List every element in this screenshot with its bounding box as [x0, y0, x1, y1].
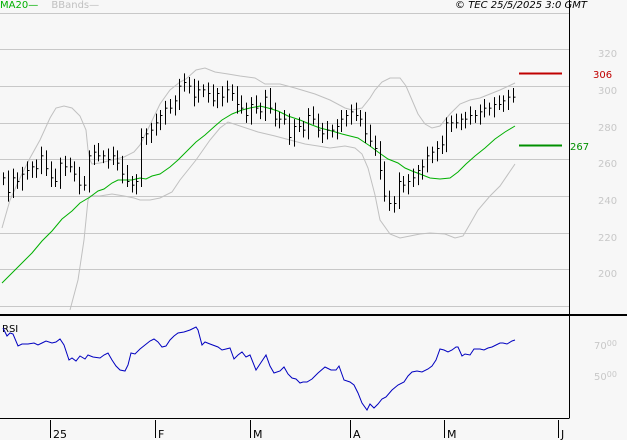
price-tick-260: 260	[598, 159, 617, 170]
rsi-line	[2, 326, 516, 411]
x-tick-25: 25	[53, 428, 67, 440]
legend-ma20-swatch: —	[28, 0, 39, 11]
bbands-upper	[1, 67, 516, 229]
chart-legend: MA20— BBands—	[0, 0, 99, 12]
x-tick-mar: M	[253, 428, 263, 440]
price-tick-320: 320	[598, 49, 617, 60]
price-tick-240: 240	[598, 196, 617, 207]
x-tick-apr: A	[353, 428, 361, 440]
support-label: 267	[570, 142, 589, 153]
legend-bbands-label: BBands	[51, 0, 90, 11]
x-axis	[50, 420, 559, 438]
price-axis-labels: 320 300 280 260 240 220 200	[598, 49, 617, 280]
ohlc-bars	[3, 73, 516, 213]
rsi-tick-70: 7000	[594, 339, 617, 352]
price-gridlines	[0, 13, 569, 307]
bbands-lower	[69, 121, 516, 311]
bollinger-bands	[1, 67, 516, 311]
x-tick-jun: J	[560, 428, 564, 440]
rsi-label: RSI	[2, 324, 18, 335]
copyright-notice: © TEC 25/5/2025 3:0 GMT	[455, 0, 587, 11]
resistance-label: 306	[593, 70, 612, 81]
legend-bbands-swatch: —	[89, 0, 100, 11]
rsi-tick-50: 5000	[594, 370, 617, 383]
price-tick-200: 200	[598, 269, 617, 280]
x-tick-may: M	[447, 428, 457, 440]
legend-bbands: BBands—	[51, 0, 99, 11]
x-tick-feb: F	[158, 428, 164, 440]
price-tick-280: 280	[598, 123, 617, 134]
price-tick-300: 300	[598, 86, 617, 97]
legend-ma20: MA20—	[0, 0, 38, 11]
x-axis-labels: 25 F M A M J	[53, 428, 564, 440]
rsi-axis-labels: 7000 5000	[594, 339, 617, 383]
legend-ma20-label: MA20	[0, 0, 29, 11]
price-tick-220: 220	[598, 233, 617, 244]
ma20-line	[1, 105, 516, 284]
